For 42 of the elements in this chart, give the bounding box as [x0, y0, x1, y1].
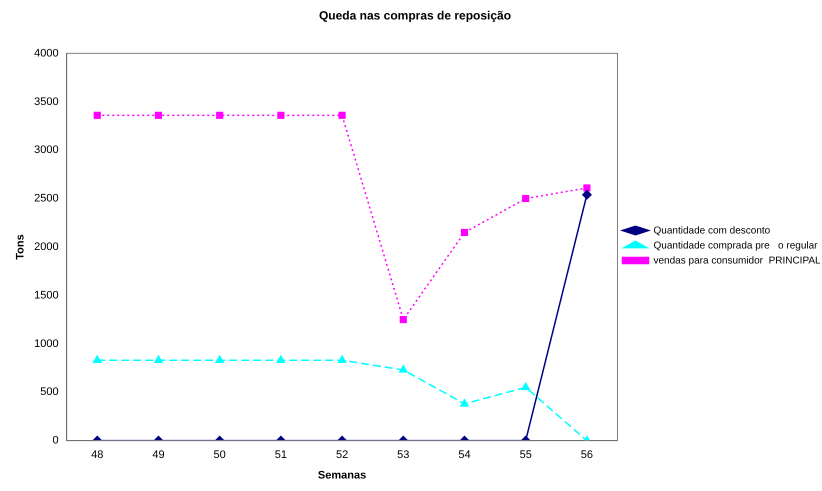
point	[94, 112, 101, 119]
y-tick-label: 2000	[34, 241, 59, 254]
x-tick-label: 48	[91, 449, 104, 462]
point	[338, 112, 346, 119]
chart-title: Queda nas compras de reposição	[318, 8, 512, 23]
point	[460, 399, 469, 407]
y-tick-label: 3500	[34, 96, 59, 108]
point	[93, 356, 102, 364]
point	[277, 112, 284, 119]
y-tick-label: 500	[40, 386, 59, 398]
x-tick-label: 50	[214, 449, 226, 462]
point	[460, 228, 468, 236]
point	[215, 356, 224, 364]
x-tick-label: 52	[336, 449, 348, 462]
point	[276, 356, 286, 364]
legend-label: vendas para consumidor PRINCIPAL	[654, 255, 822, 266]
y-tick-label: 2500	[34, 192, 59, 205]
x-tick-label: 54	[458, 449, 471, 462]
point	[154, 356, 163, 364]
x-tick-label: 56	[580, 449, 594, 462]
legend-label: Quantidade comprada pre o regular	[654, 240, 818, 252]
point	[399, 365, 408, 373]
x-tick-label: 51	[274, 449, 288, 462]
legend-label: Quantidade com desconto	[654, 225, 771, 236]
point	[521, 382, 530, 390]
y-tick-label: 4000	[34, 47, 59, 60]
y-axis-title: Tons	[14, 234, 27, 260]
point	[338, 356, 346, 364]
y-tick-label: 1000	[34, 338, 59, 350]
y-tick-label: 1500	[34, 289, 59, 302]
y-tick-label: 0	[52, 434, 59, 447]
point	[216, 112, 224, 119]
x-tick-label: 49	[152, 449, 165, 462]
x-axis-title: Semanas	[318, 469, 366, 482]
x-tick-label: 53	[397, 449, 410, 462]
point	[522, 195, 530, 202]
point	[583, 184, 590, 192]
point	[582, 190, 592, 200]
x-tick-label: 55	[520, 449, 532, 462]
y-tick-label: 3000	[34, 144, 59, 156]
point	[154, 112, 162, 119]
point	[400, 316, 407, 324]
